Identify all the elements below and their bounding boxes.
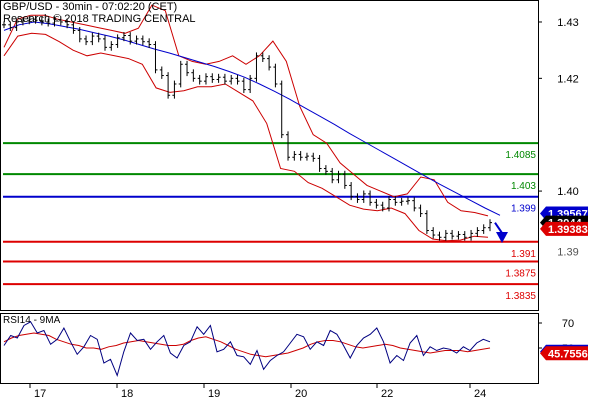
price-y-tick-label: 1.42	[557, 73, 578, 85]
level-label: 1.3875	[505, 269, 536, 280]
level-label: 1.3835	[505, 291, 536, 302]
x-tick-label: 17	[34, 388, 46, 400]
x-tick-label: 22	[381, 388, 393, 400]
rsi-line	[3, 321, 491, 378]
rsi-panel-frame	[0, 313, 539, 384]
bollinger-lower-line	[3, 32, 489, 242]
rsi-y-tick-label: 70	[562, 318, 574, 330]
level-label: 1.403	[511, 181, 536, 192]
forecast-arrow-shaft	[494, 222, 503, 234]
chart-title: GBP/USD - 30min - 07:02:20 (CET)	[3, 1, 178, 13]
x-tick-label: 18	[121, 388, 133, 400]
rsi-ma-line	[3, 332, 491, 358]
price-y-tick-label: 1.40	[557, 186, 578, 198]
x-tick-label: 19	[208, 388, 220, 400]
price-tag-bg	[540, 221, 588, 236]
price-y-tick-label: 1.43	[557, 17, 578, 29]
rsi-tag-label: 45.7556	[548, 348, 588, 360]
moving-average-line	[3, 21, 501, 216]
price-panel-frame	[0, 0, 539, 311]
price-tag-label: 1.39383	[548, 224, 588, 236]
bollinger-upper-line	[3, 4, 489, 217]
x-tick-label: 24	[474, 388, 486, 400]
forecast-arrow-head	[496, 231, 508, 243]
x-tick-label: 20	[295, 388, 307, 400]
chart-subtitle: Research © 2018 TRADING CENTRAL	[3, 13, 196, 25]
level-label: 1.391	[511, 249, 536, 260]
rsi-tag-bg	[540, 346, 588, 361]
level-label: 1.4085	[505, 150, 536, 161]
level-label: 1.399	[511, 204, 536, 215]
price-y-tick-label: 1.39	[557, 246, 578, 258]
rsi-title: RSI14 - 9MA	[3, 315, 61, 326]
